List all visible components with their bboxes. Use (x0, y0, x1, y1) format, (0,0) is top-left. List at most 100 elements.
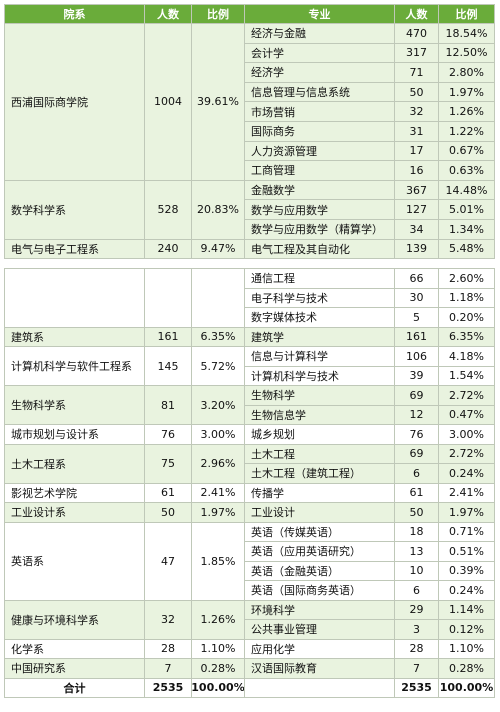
major-ratio: 2.72% (439, 386, 495, 406)
major-count: 32 (395, 102, 439, 122)
major-name: 市场营销 (245, 102, 395, 122)
college-name: 化学系 (4, 639, 145, 659)
header-row: 院系 人数 比例 专业 人数 比例 (4, 5, 495, 24)
major-count: 66 (395, 269, 439, 289)
college-group: 西浦国际商学院 1004 39.61% 经济与金融 470 18.54% 会计学 317 12.… (4, 24, 495, 181)
college-group: 健康与环境科学系 32 1.26% 环境科学 29 1.14% 公共事业管理 3 0.12% (4, 600, 495, 640)
major-name: 英语（传媒英语） (245, 522, 395, 542)
college-count: 1004 (145, 24, 192, 181)
major-name: 电气工程及其自动化 (245, 239, 395, 260)
college-count: 240 (145, 239, 192, 260)
major-count: 30 (395, 288, 439, 308)
major-ratio: 5.48% (439, 239, 495, 260)
major-name: 信息与计算科学 (245, 347, 395, 367)
major-count: 317 (395, 43, 439, 64)
college-count: 61 (145, 483, 192, 503)
college-ratio: 1.97% (192, 503, 245, 523)
major-count: 161 (395, 327, 439, 347)
college-ratio: 3.20% (192, 386, 245, 425)
major-count: 69 (395, 386, 439, 406)
enrollment-table-bottom: 通信工程 66 2.60% 电子科学与技术 30 1.18% 数字媒体技术 5 0.20% 建筑系… (4, 268, 495, 698)
major-ratio: 2.60% (439, 269, 495, 289)
major-count: 71 (395, 63, 439, 83)
major-count: 5 (395, 308, 439, 328)
college-ratio: 39.61% (192, 24, 245, 181)
total-ratio: 100.00% (192, 678, 245, 698)
major-name: 信息管理与信息系统 (245, 82, 395, 103)
total-major-label (245, 678, 395, 698)
major-count: 69 (395, 444, 439, 464)
college-ratio: 1.85% (192, 522, 245, 601)
major-name: 城乡规划 (245, 425, 395, 445)
major-name: 生物科学 (245, 386, 395, 406)
major-ratio: 0.20% (439, 308, 495, 328)
major-count: 13 (395, 542, 439, 562)
college-ratio: 9.47% (192, 239, 245, 260)
major-name: 生物信息学 (245, 405, 395, 425)
major-count: 18 (395, 522, 439, 542)
major-count: 34 (395, 219, 439, 240)
college-name: 工业设计系 (4, 503, 145, 523)
major-ratio: 0.12% (439, 620, 495, 640)
major-name: 传播学 (245, 483, 395, 503)
major-count: 470 (395, 24, 439, 44)
college-count: 32 (145, 600, 192, 640)
college-group: 电气与电子工程系 240 9.47% 电气工程及其自动化 139 5.48% (4, 239, 495, 260)
college-ratio: 1.26% (192, 600, 245, 640)
header-college-ratio: 比例 (192, 5, 245, 24)
college-count: 7 (145, 659, 192, 679)
college-count: 81 (145, 386, 192, 425)
total-row: 合计 2535 100.00% 2535 100.00% (4, 678, 495, 698)
major-ratio: 2.80% (439, 63, 495, 83)
header-college: 院系 (4, 5, 145, 24)
header-major-count: 人数 (395, 5, 439, 24)
major-ratio: 1.97% (439, 82, 495, 103)
college-ratio: 0.28% (192, 659, 245, 679)
major-count: 50 (395, 82, 439, 103)
major-count: 3 (395, 620, 439, 640)
college-count: 528 (145, 180, 192, 240)
college-count (145, 269, 192, 328)
college-group: 中国研究系 7 0.28% 汉语国际教育 7 0.28% (4, 659, 495, 679)
major-count: 31 (395, 122, 439, 142)
major-name: 应用化学 (245, 639, 395, 659)
major-ratio: 0.24% (439, 464, 495, 484)
major-name: 经济与金融 (245, 24, 395, 44)
college-ratio: 3.00% (192, 425, 245, 445)
major-ratio: 0.39% (439, 561, 495, 581)
college-group: 影视艺术学院 61 2.41% 传播学 61 2.41% (4, 483, 495, 503)
major-count: 28 (395, 639, 439, 659)
enrollment-table-top: 院系 人数 比例 专业 人数 比例 西浦国际商学院 1004 39.61% 经济与金融 470 18.… (4, 4, 495, 260)
college-count: 47 (145, 522, 192, 601)
major-ratio: 1.14% (439, 600, 495, 620)
college-ratio (192, 269, 245, 328)
major-name: 英语（应用英语研究） (245, 542, 395, 562)
major-count: 7 (395, 659, 439, 679)
major-ratio: 1.26% (439, 102, 495, 122)
major-count: 139 (395, 239, 439, 260)
college-group: 通信工程 66 2.60% 电子科学与技术 30 1.18% 数字媒体技术 5 0.20% (4, 269, 495, 328)
college-name: 西浦国际商学院 (4, 24, 145, 181)
major-ratio: 1.97% (439, 503, 495, 523)
major-ratio: 1.54% (439, 366, 495, 386)
major-name: 计算机科学与技术 (245, 366, 395, 386)
major-name: 工业设计 (245, 503, 395, 523)
major-ratio: 0.47% (439, 405, 495, 425)
major-count: 39 (395, 366, 439, 386)
major-count: 106 (395, 347, 439, 367)
total-major-count: 2535 (395, 678, 439, 698)
major-name: 工商管理 (245, 161, 395, 181)
major-count: 16 (395, 161, 439, 181)
college-name: 建筑系 (4, 327, 145, 347)
major-ratio: 1.10% (439, 639, 495, 659)
major-ratio: 14.48% (439, 180, 495, 201)
college-group: 英语系 47 1.85% 英语（传媒英语） 18 0.71% 英语（应用英语研究） 13 0.5… (4, 522, 495, 601)
major-ratio: 18.54% (439, 24, 495, 44)
college-ratio: 2.41% (192, 483, 245, 503)
major-name: 英语（国际商务英语） (245, 581, 395, 601)
major-ratio: 0.71% (439, 522, 495, 542)
college-name: 影视艺术学院 (4, 483, 145, 503)
major-name: 数字媒体技术 (245, 308, 395, 328)
major-ratio: 2.41% (439, 483, 495, 503)
major-ratio: 4.18% (439, 347, 495, 367)
